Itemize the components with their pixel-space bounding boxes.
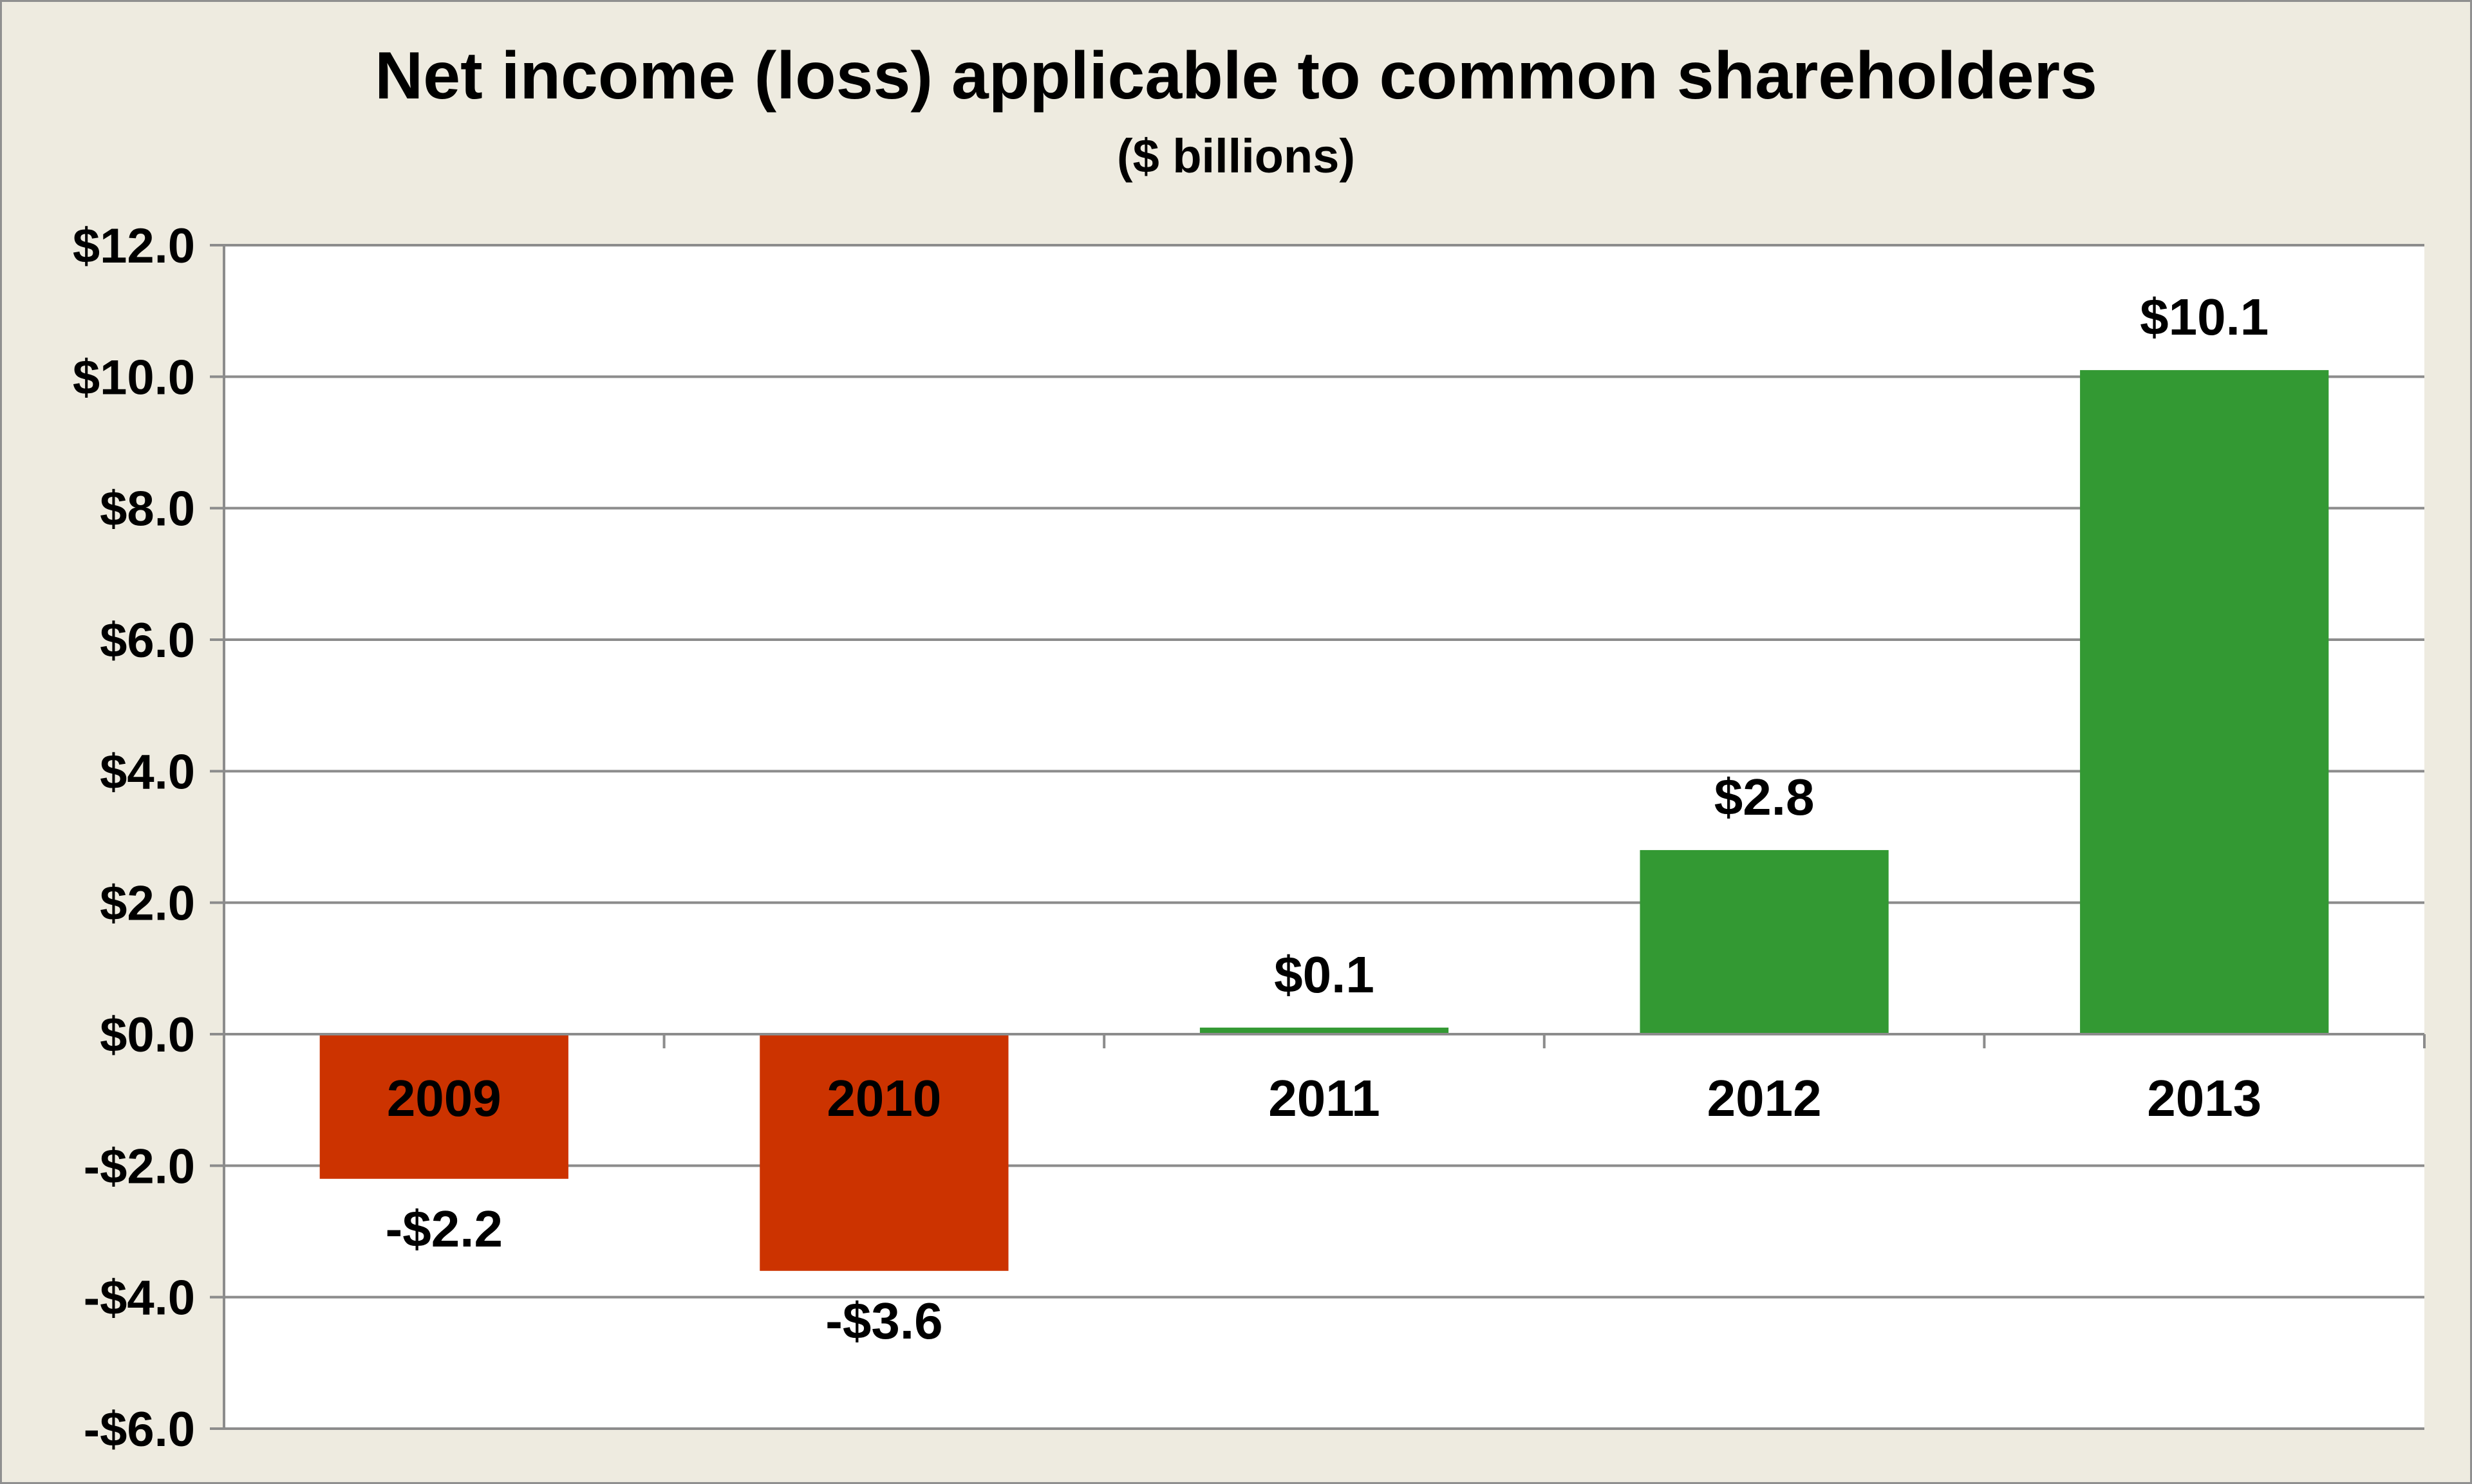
category-label: 2011 — [1268, 1070, 1380, 1127]
category-label: 2013 — [2147, 1070, 2261, 1127]
y-tick-label: $8.0 — [100, 482, 195, 537]
y-tick-label: -$4.0 — [84, 1271, 195, 1326]
y-tick-label: $12.0 — [73, 219, 195, 274]
category-label: 2010 — [827, 1070, 941, 1127]
data-label: -$3.6 — [825, 1292, 942, 1350]
chart-subtitle: ($ billions) — [1117, 129, 1355, 183]
data-label: -$2.2 — [386, 1200, 503, 1257]
y-tick-label: $4.0 — [100, 745, 195, 799]
y-tick-label: -$6.0 — [84, 1402, 195, 1457]
bar-2011 — [1199, 1027, 1449, 1034]
data-label: $0.1 — [1274, 946, 1374, 1003]
axes — [210, 244, 2426, 1430]
category-label: 2009 — [387, 1070, 501, 1127]
bar-2012 — [1640, 849, 1889, 1034]
chart-title: Net income (loss) applicable to common s… — [375, 39, 2097, 113]
data-label: $2.8 — [1714, 768, 1815, 826]
data-label: $10.1 — [2140, 288, 2269, 346]
labels: $12.0 $10.0 $8.0 $6.0 $4.0 $2.0 $0.0 -$2.0 -$4.0… — [73, 219, 2269, 1457]
bar-2013 — [2080, 370, 2329, 1034]
bar-2009 — [319, 1034, 568, 1179]
y-tick-label: $0.0 — [100, 1008, 195, 1062]
plot-area — [224, 245, 2424, 1429]
y-tick-label: $2.0 — [100, 876, 195, 931]
y-tick-label: $10.0 — [73, 350, 195, 405]
y-tick-label: -$2.0 — [84, 1139, 195, 1194]
y-tick-label: $6.0 — [100, 613, 195, 668]
category-label: 2012 — [1707, 1070, 1822, 1127]
bar-2010 — [760, 1034, 1009, 1271]
bars — [319, 370, 2329, 1271]
